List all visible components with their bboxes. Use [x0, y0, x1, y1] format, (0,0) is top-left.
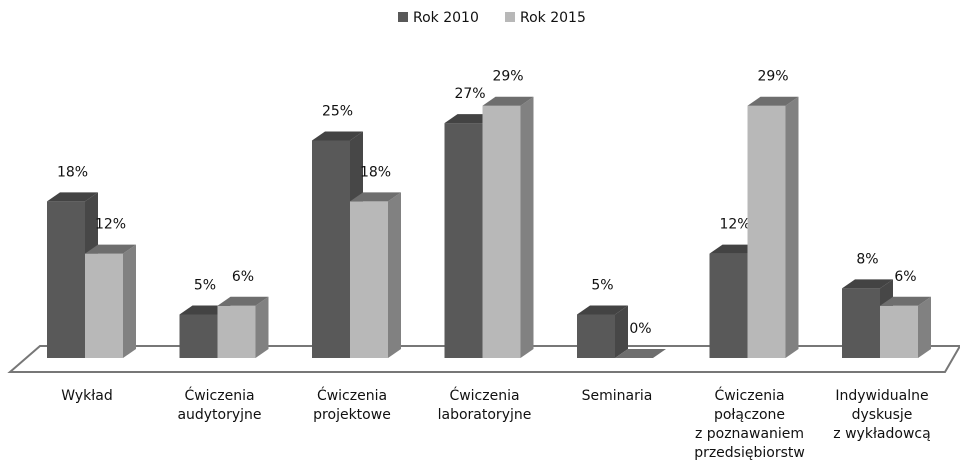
- value-label: 25%: [322, 104, 353, 120]
- x-tick-label: z wykładowcą: [833, 426, 930, 442]
- bar: [577, 314, 615, 358]
- bar-top: [880, 296, 931, 306]
- bar-side: [615, 305, 628, 358]
- bar-top: [482, 96, 534, 106]
- value-label: 0%: [629, 321, 651, 337]
- x-tick-label: Indywidualne: [835, 388, 928, 404]
- bar-side: [255, 296, 269, 358]
- bar: [709, 253, 748, 358]
- bar: [47, 201, 85, 358]
- legend-label: Rok 2010: [413, 10, 479, 26]
- value-label: 12%: [719, 217, 750, 233]
- bar: [880, 305, 918, 358]
- value-label: 18%: [360, 164, 391, 180]
- legend-swatch: [505, 12, 515, 22]
- bar-top: [842, 279, 893, 289]
- bar-side: [785, 96, 799, 358]
- x-tick-label: Wykład: [61, 388, 112, 404]
- bar-top: [217, 296, 269, 306]
- bar-side: [520, 96, 534, 358]
- value-label: 29%: [757, 69, 788, 85]
- x-tick-label: z poznawaniem: [695, 426, 804, 442]
- x-tick-label: Ćwiczenia: [317, 386, 387, 404]
- bar: [217, 305, 256, 358]
- value-label: 12%: [95, 217, 126, 233]
- bar: [444, 123, 483, 358]
- legend-label: Rok 2015: [520, 10, 586, 26]
- bar: [85, 253, 123, 358]
- x-tick-label: połączone: [714, 407, 785, 423]
- x-tick-label: Ćwiczenia: [449, 386, 519, 404]
- bar-top: [85, 244, 136, 254]
- bar-top: [312, 131, 363, 141]
- bar-top: [350, 192, 401, 202]
- x-tick-label: projektowe: [313, 407, 391, 423]
- bar: [312, 140, 350, 358]
- x-tick-label: laboratoryjne: [438, 407, 532, 423]
- bar-side: [123, 244, 136, 358]
- bar-top: [577, 305, 628, 315]
- bar: [747, 105, 786, 358]
- value-label: 27%: [454, 86, 485, 102]
- x-tick-label: przedsiębiorstw: [694, 445, 805, 461]
- value-label: 5%: [194, 278, 216, 294]
- bar-top: [747, 96, 799, 106]
- bar: [482, 105, 521, 358]
- bar-side: [388, 192, 401, 358]
- x-tick-label: Seminaria: [582, 388, 653, 404]
- legend-swatch: [398, 12, 408, 22]
- x-tick-label: audytoryjne: [177, 407, 261, 423]
- bar-side: [918, 296, 931, 358]
- value-label: 8%: [856, 251, 878, 267]
- x-tick-label: dyskusje: [852, 407, 913, 423]
- bar: [350, 201, 388, 358]
- bar: [842, 288, 880, 358]
- value-label: 6%: [894, 269, 916, 285]
- value-label: 5%: [591, 278, 613, 294]
- x-tick-label: Ćwiczenia: [714, 386, 784, 404]
- x-tick-label: Ćwiczenia: [184, 386, 254, 404]
- bar-top: [47, 192, 98, 202]
- bar-top: [615, 349, 666, 358]
- value-label: 6%: [232, 269, 254, 285]
- value-label: 29%: [492, 69, 523, 85]
- bar: [179, 314, 218, 358]
- value-label: 18%: [57, 164, 88, 180]
